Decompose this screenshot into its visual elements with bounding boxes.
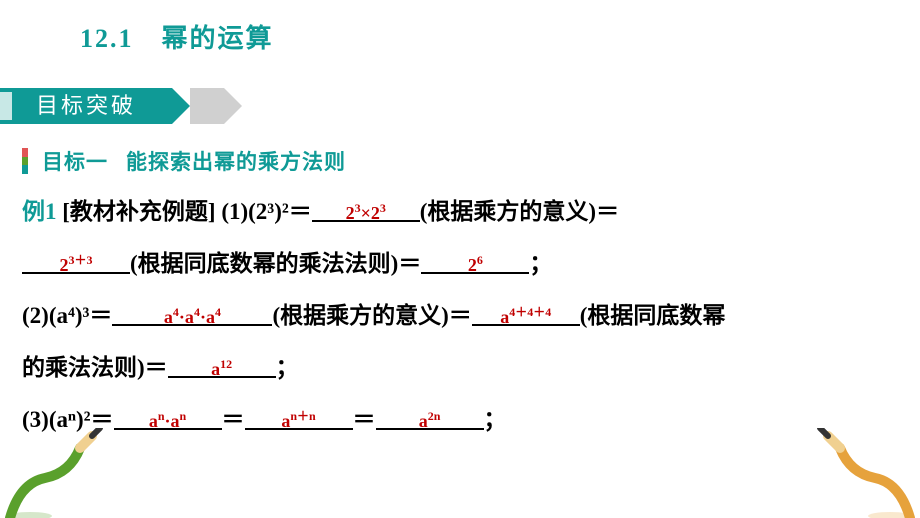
- p2-ans2: a4＋4＋4: [500, 307, 551, 327]
- p2-note2: (根据同底数幂: [580, 303, 726, 328]
- goal-marker-icon: [22, 148, 28, 174]
- p2-tail: ；: [276, 355, 299, 380]
- p3-blank1: an·an: [114, 402, 222, 430]
- p2-blank3: a12: [168, 350, 276, 378]
- banner-tail: [190, 88, 224, 124]
- p1-note1: (根据乘方的意义)＝: [420, 199, 619, 224]
- p1-ans2: 23＋3: [59, 255, 92, 275]
- p3-ans3: a2n: [419, 411, 441, 431]
- goal-heading: 目标一 能探索出幂的乘方法则: [22, 146, 346, 176]
- p3-eq1: ＝: [222, 407, 245, 432]
- p2-ans3: a12: [211, 359, 232, 379]
- pencil-left-icon: [0, 428, 120, 518]
- p3-blank3: a2n: [376, 402, 484, 430]
- example-source: [教材补充例题]: [62, 199, 215, 224]
- content-body: 例1 [教材补充例题] (1)(2³)²＝ 23×23 (根据乘方的意义)＝ 23＋…: [22, 186, 898, 446]
- pencil-right-icon: [800, 428, 920, 518]
- line-2: 23＋3 (根据同底数幂的乘法法则)＝ 26 ；: [22, 238, 898, 290]
- goal-label: 目标一: [42, 146, 108, 176]
- p2-lhs: (2)(a⁴)³＝: [22, 303, 112, 328]
- p1-tail: ；: [529, 251, 552, 276]
- p2-note1: (根据乘方的意义)＝: [272, 303, 471, 328]
- p3-tail: ；: [484, 407, 507, 432]
- p3-ans1: an·an: [149, 411, 186, 431]
- p2-note2b: 的乘法法则)＝: [22, 355, 168, 380]
- p1-lhs: (1)(2³)²＝: [221, 199, 311, 224]
- line-1: 例1 [教材补充例题] (1)(2³)²＝ 23×23 (根据乘方的意义)＝: [22, 186, 898, 238]
- banner-label: 目标突破: [0, 88, 172, 124]
- p1-blank3: 26: [421, 246, 529, 274]
- p1-ans1: 23×23: [346, 203, 386, 223]
- p3-blank2: an＋n: [245, 402, 353, 430]
- p1-note2: (根据同底数幂的乘法法则)＝: [130, 251, 421, 276]
- p1-blank2: 23＋3: [22, 246, 130, 274]
- line-3: (2)(a⁴)³＝ a4·a4·a4 (根据乘方的意义)＝ a4＋4＋4 (根据同底数幂: [22, 290, 898, 342]
- p1-ans3: 26: [468, 255, 483, 275]
- p2-blank1: a4·a4·a4: [112, 298, 272, 326]
- line-4: 的乘法法则)＝ a12 ；: [22, 342, 898, 394]
- p3-ans2: an＋n: [281, 411, 315, 431]
- p2-ans1: a4·a4·a4: [164, 307, 221, 327]
- p1-blank1: 23×23: [312, 194, 420, 222]
- p3-eq2: ＝: [353, 407, 376, 432]
- section-banner: 目标突破: [0, 88, 230, 124]
- example-label: 例1: [22, 199, 57, 224]
- chapter-title: 12.1 幂的运算: [80, 18, 274, 55]
- p2-blank2: a4＋4＋4: [472, 298, 580, 326]
- goal-desc: 能探索出幂的乘方法则: [126, 146, 346, 176]
- line-5: (3)(aⁿ)²＝an·an＝an＋n＝a2n；: [22, 394, 898, 446]
